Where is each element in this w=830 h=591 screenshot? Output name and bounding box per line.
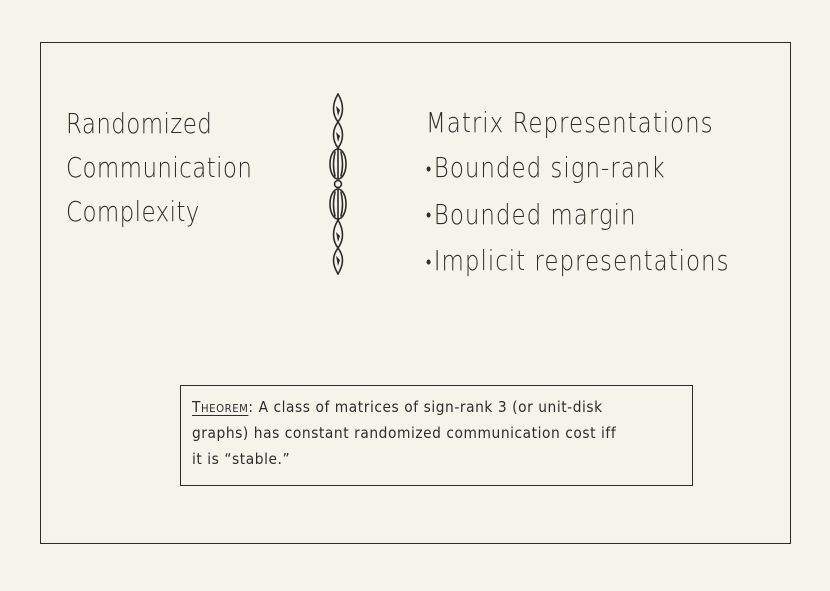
twisted-rope-ornament-icon [329, 93, 347, 275]
theorem-statement: Theorem: A class of matrices of sign-ran… [192, 394, 616, 472]
bullet-item: Bounded margin [426, 192, 730, 239]
bullet-text: Bounded sign-rank [433, 151, 666, 184]
bullet-text: Bounded margin [433, 197, 637, 231]
theorem-box [180, 385, 693, 486]
theorem-line-3: it is “stable.” [192, 450, 291, 468]
theorem-line-2: graphs) has constant randomized communic… [192, 424, 617, 442]
left-heading-line-1: Randomized [66, 107, 213, 140]
right-heading: Matrix Representations [426, 106, 714, 139]
left-heading-line-3: Complexity [66, 195, 200, 228]
theorem-label: Theorem [192, 398, 249, 416]
theorem-line-1-text: A class of matrices of sign-rank 3 (or u… [253, 398, 603, 416]
left-heading: Randomized Communication Complexity [66, 102, 252, 234]
left-heading-line-2: Communication [66, 151, 253, 184]
bullet-item: Bounded sign-rank [426, 145, 730, 192]
bullet-text: Implicit representations [433, 244, 730, 277]
bullet-item: Implicit representations [426, 238, 730, 285]
theorem-line-1: Theorem: A class of matrices of sign-ran… [192, 394, 616, 420]
matrix-representations-list: Matrix Representations Bounded sign-rank… [426, 100, 730, 285]
theorem-colon: : [248, 398, 254, 416]
outer-frame [40, 42, 791, 544]
